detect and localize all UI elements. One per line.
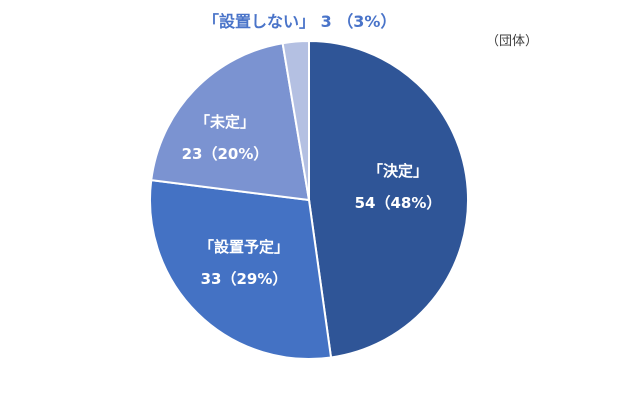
pie-slice-undecided <box>150 42 311 202</box>
pie-slice-planned <box>148 179 333 360</box>
slice-value-decided: 54（48%） <box>355 194 442 212</box>
pie-slice-decided <box>308 39 470 359</box>
pie-slice-not-installing <box>281 39 310 201</box>
slice-value-undecided: 23（20%） <box>182 145 269 163</box>
slice-label-planned: 「設置予定」 <box>199 238 289 256</box>
slice-label-decided: 「決定」 <box>368 162 428 180</box>
slice-label-not-installing-callout: 「設置しない」 3 （3%） <box>203 12 397 31</box>
unit-label: （団体） <box>486 34 539 49</box>
slice-label-undecided: 「未定」 <box>195 113 255 131</box>
slice-value-planned: 33（29%） <box>201 270 288 288</box>
